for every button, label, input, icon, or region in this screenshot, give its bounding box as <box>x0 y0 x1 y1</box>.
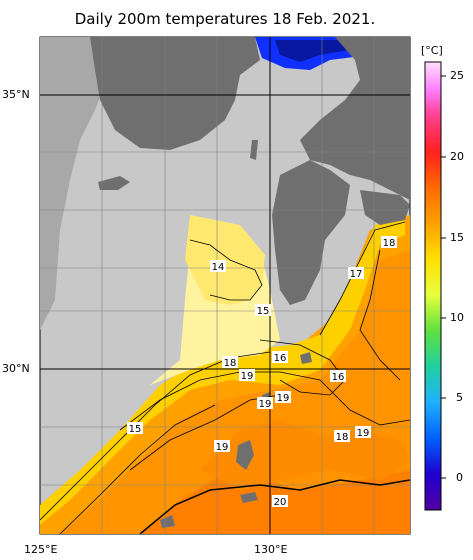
svg-text:19: 19 <box>357 428 370 439</box>
colorbar-tick-label: 20 <box>450 150 464 163</box>
isotherm-17 <box>319 221 406 336</box>
svg-text:16: 16 <box>274 353 287 364</box>
contour-label: 16 <box>330 370 346 383</box>
svg-text:20: 20 <box>274 497 287 508</box>
colorbar-tick-label: 10 <box>450 311 464 324</box>
land-china <box>40 37 110 330</box>
colorbar <box>424 61 442 511</box>
land-island-4 <box>160 515 175 528</box>
isotherm-extra-2 <box>359 249 401 381</box>
svg-text:19: 19 <box>259 399 272 410</box>
lat-label: 30°N <box>2 362 30 375</box>
svg-text:15: 15 <box>257 306 270 317</box>
isotherm-20 <box>139 479 410 534</box>
svg-text:18: 18 <box>383 238 396 249</box>
colorbar-ticks <box>441 75 446 479</box>
lat-label: 35°N <box>2 88 30 101</box>
land-island-1 <box>236 440 254 470</box>
contour-label: 16 <box>272 351 288 364</box>
isotherm-14 <box>189 239 263 301</box>
land-korea <box>90 37 260 150</box>
land-japan-honshu <box>300 37 410 200</box>
map-title: Daily 200m temperatures 18 Feb. 2021. <box>74 10 376 28</box>
isotherm-18 <box>119 371 410 431</box>
land-tsushima <box>250 140 258 160</box>
land-jeju <box>98 176 130 190</box>
svg-text:16: 16 <box>332 372 345 383</box>
contour-label: 15 <box>127 422 143 435</box>
svg-text:19: 19 <box>241 371 254 382</box>
lon-label: 130°E <box>254 543 288 556</box>
contour-label: 15 <box>255 304 271 317</box>
svg-text:18: 18 <box>224 358 237 369</box>
svg-text:19: 19 <box>216 442 229 453</box>
isotherm-extra-1 <box>59 404 216 534</box>
contour-label: 19 <box>239 369 255 382</box>
contour-label: 18 <box>381 236 397 249</box>
colorbar-tick-label: 25 <box>450 69 464 82</box>
land-kyushu <box>272 160 350 305</box>
contour-label: 19 <box>257 397 273 410</box>
colorbar-tick-label: 0 <box>456 471 463 484</box>
contour-label: 19 <box>355 426 371 439</box>
land-island-2 <box>300 352 312 364</box>
sea-yellow-band <box>40 218 405 525</box>
svg-text:18: 18 <box>336 432 349 443</box>
land-shikoku <box>360 190 410 225</box>
colorbar-unit: [°C] <box>421 44 443 57</box>
svg-text:19: 19 <box>277 393 290 404</box>
land-island-3 <box>240 492 258 503</box>
svg-text:17: 17 <box>350 269 363 280</box>
contour-label: 19 <box>214 440 230 453</box>
svg-text:15: 15 <box>129 424 142 435</box>
contour-labels: 18 17 14 15 16 18 19 16 19 19 15 18 19 1… <box>127 236 397 508</box>
svg-text:14: 14 <box>212 262 225 273</box>
contour-label: 20 <box>272 495 288 508</box>
contour-label: 18 <box>334 430 350 443</box>
contour-label: 19 <box>275 391 291 404</box>
contour-label: 18 <box>222 356 238 369</box>
lon-label: 125°E <box>24 543 58 556</box>
contour-label: 17 <box>348 267 364 280</box>
colorbar-tick-label: 15 <box>450 231 464 244</box>
sea-cold-blue-inner <box>275 40 360 62</box>
colorbar-tick-label: 5 <box>456 391 463 404</box>
contour-label: 14 <box>210 260 226 273</box>
